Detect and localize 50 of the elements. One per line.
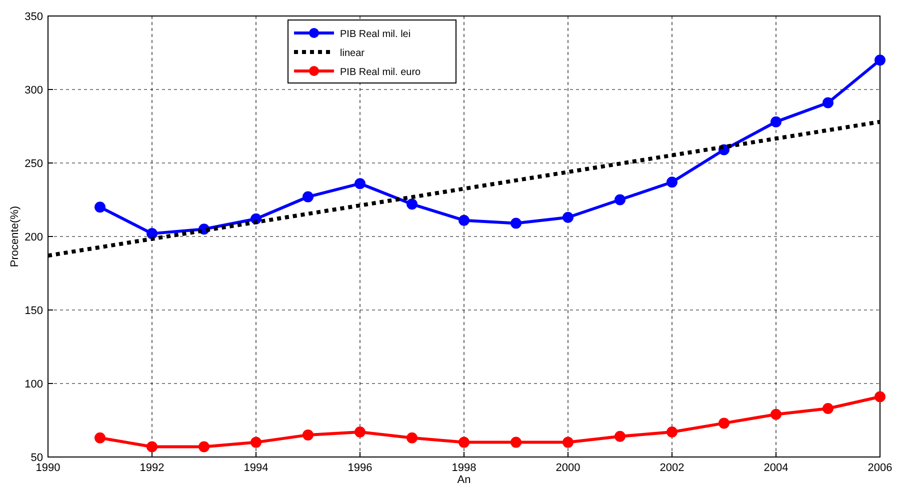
y-tick-label: 50 <box>30 452 43 464</box>
x-tick-label: 2000 <box>556 462 580 474</box>
x-tick-label: 2004 <box>764 462 788 474</box>
point <box>666 176 678 188</box>
point <box>458 436 470 448</box>
point <box>822 402 834 414</box>
point <box>406 198 418 210</box>
x-tick-label: 1996 <box>348 462 372 474</box>
x-tick-label: 1998 <box>452 462 476 474</box>
point <box>510 218 522 229</box>
point <box>770 408 782 420</box>
legend-label: PIB Real mil. euro <box>340 67 422 78</box>
y-tick-label: 150 <box>24 305 43 317</box>
point <box>770 116 782 128</box>
point <box>562 436 574 448</box>
y-tick-label: 300 <box>24 84 43 96</box>
point <box>822 97 834 108</box>
y-tick-label: 200 <box>24 232 43 244</box>
point <box>354 178 366 190</box>
point <box>146 228 158 240</box>
point <box>874 391 886 402</box>
point <box>302 429 314 440</box>
point <box>354 426 366 438</box>
point <box>666 426 678 438</box>
x-axis-title: An <box>457 474 471 486</box>
point <box>614 194 626 206</box>
point <box>562 212 574 223</box>
x-tick-label: 2006 <box>868 462 892 474</box>
x-tick-label: 1992 <box>140 462 164 474</box>
point <box>510 436 522 448</box>
legend-label: PIB Real mil. lei <box>340 29 411 40</box>
legend-label: linear <box>340 48 366 59</box>
point <box>406 432 418 444</box>
point <box>146 441 158 452</box>
point <box>302 191 314 202</box>
y-tick-label: 350 <box>24 11 43 23</box>
x-tick-label: 1994 <box>244 462 268 474</box>
point <box>458 214 470 226</box>
point <box>94 432 106 444</box>
x-tick-label: 2002 <box>660 462 684 474</box>
x-tick-label: 1990 <box>36 462 60 474</box>
point <box>718 418 730 429</box>
point <box>250 436 262 448</box>
point <box>94 202 106 213</box>
y-axis-title: Procente(%) <box>9 206 21 268</box>
y-tick-label: 100 <box>24 378 43 390</box>
y-tick-label: 250 <box>24 158 43 170</box>
point <box>614 430 626 442</box>
point <box>874 54 886 66</box>
point <box>198 441 210 452</box>
